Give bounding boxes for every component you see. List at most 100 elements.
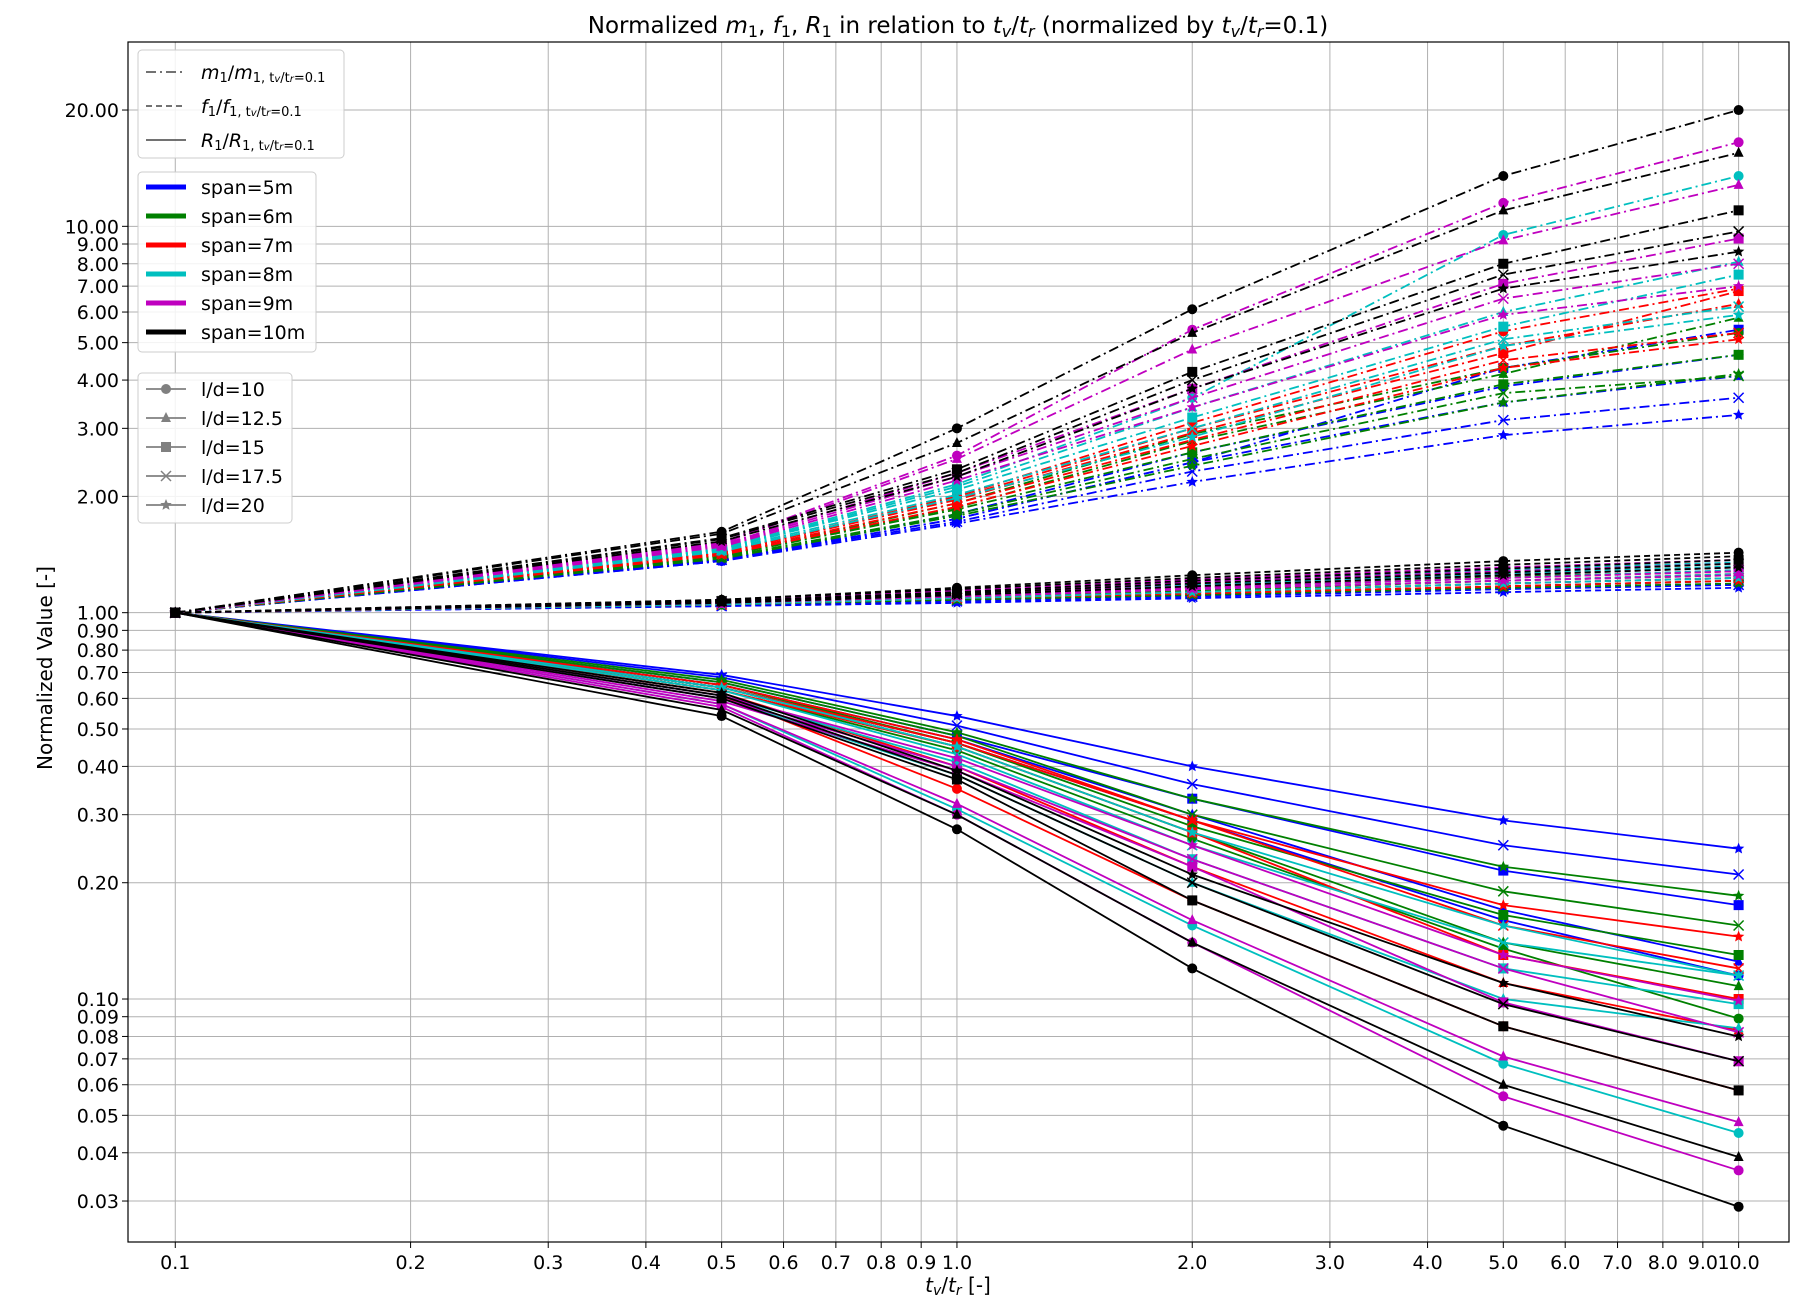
legend: m1/m1, tv/tr=0.1 f1/f1, tv/tr=0.1 R1/R1, t… bbox=[137, 49, 345, 524]
marker-square bbox=[1733, 1085, 1744, 1096]
marker-star bbox=[1186, 475, 1198, 487]
legend-item: span=6m bbox=[146, 206, 293, 228]
series-line bbox=[175, 151, 1739, 614]
marker-star bbox=[715, 686, 728, 698]
series-line bbox=[175, 611, 1739, 938]
marker-star bbox=[1497, 308, 1510, 320]
marker-star bbox=[951, 517, 963, 529]
legend-frame bbox=[137, 49, 345, 159]
marker-square bbox=[951, 464, 962, 475]
y-tick-label: 0.04 bbox=[77, 1143, 119, 1165]
chart-title: Normalized m1, f1, R1 in relation to tv/… bbox=[588, 13, 1328, 41]
marker-square bbox=[951, 757, 962, 768]
marker-star bbox=[951, 733, 963, 745]
marker-star bbox=[1497, 282, 1510, 294]
marker-circle bbox=[161, 384, 171, 394]
marker-star bbox=[1186, 826, 1198, 838]
marker-triangle bbox=[1498, 1050, 1509, 1061]
marker-circle bbox=[1733, 1201, 1744, 1212]
series-line bbox=[175, 285, 1739, 614]
marker-triangle bbox=[161, 412, 171, 422]
legend-label: span=5m bbox=[201, 177, 293, 199]
legend-item: span=5m bbox=[146, 177, 293, 199]
marker-star bbox=[1732, 581, 1745, 593]
legend-item: span=10m bbox=[146, 322, 305, 344]
series-span-9m-m-ld4 bbox=[169, 280, 1745, 618]
marker-x bbox=[1733, 258, 1745, 270]
legend-label: span=7m bbox=[201, 235, 293, 257]
legend-box-3: l/d=10 l/d=12.5 l/d=15 l/d=17.5 l/d=20 bbox=[137, 372, 293, 524]
y-tick-label: 3.00 bbox=[77, 418, 119, 440]
marker-star bbox=[1186, 792, 1198, 804]
marker-square bbox=[1498, 865, 1509, 876]
legend-item: l/d=15 bbox=[146, 437, 265, 459]
legend-label: span=8m bbox=[201, 264, 293, 286]
marker-square bbox=[1498, 997, 1509, 1008]
x-tick-label: 10.0 bbox=[1717, 1252, 1759, 1274]
marker-triangle bbox=[1187, 914, 1198, 925]
y-tick-label: 8.00 bbox=[77, 254, 119, 276]
x-tick-label: 9.0 bbox=[1688, 1252, 1718, 1274]
marker-square bbox=[1733, 349, 1744, 360]
marker-triangle bbox=[951, 452, 962, 463]
legend-item: span=7m bbox=[146, 235, 293, 257]
y-tick-label: 0.60 bbox=[77, 688, 119, 710]
legend-item: R1/R1, tv/tr=0.1 bbox=[146, 130, 315, 154]
marker-circle bbox=[1733, 1165, 1744, 1176]
marker-star bbox=[1497, 899, 1510, 910]
marker-square bbox=[1733, 233, 1744, 244]
marker-square bbox=[1498, 563, 1509, 574]
marker-triangle bbox=[1498, 234, 1509, 245]
marker-square bbox=[1187, 447, 1198, 458]
marker-square bbox=[161, 442, 171, 452]
y-tick-label: 0.50 bbox=[77, 719, 119, 741]
marker-x bbox=[1733, 301, 1745, 313]
y-tick-label: 4.00 bbox=[77, 370, 119, 392]
marker-triangle bbox=[1498, 1078, 1509, 1089]
marker-star bbox=[1497, 361, 1510, 373]
series-line bbox=[175, 250, 1739, 614]
marker-x bbox=[160, 470, 172, 482]
series-line bbox=[175, 273, 1739, 614]
marker-circle bbox=[951, 824, 962, 835]
series-line bbox=[175, 375, 1739, 614]
marker-star bbox=[1732, 889, 1745, 901]
marker-star bbox=[1186, 459, 1198, 471]
marker-circle bbox=[1733, 1127, 1744, 1138]
y-tick-label: 6.00 bbox=[77, 302, 119, 324]
marker-triangle bbox=[1733, 178, 1744, 189]
marker-star bbox=[715, 552, 728, 564]
marker-star bbox=[951, 589, 963, 601]
marker-x bbox=[1733, 1055, 1745, 1067]
marker-star bbox=[715, 549, 728, 560]
marker-square bbox=[1733, 554, 1744, 565]
x-tick-label: 1.0 bbox=[942, 1252, 972, 1274]
x-tick-label: 0.1 bbox=[160, 1252, 190, 1274]
legend-item: l/d=17.5 bbox=[146, 466, 283, 488]
marker-x bbox=[1186, 422, 1198, 434]
y-tick-label: 0.03 bbox=[77, 1191, 119, 1213]
marker-square bbox=[1733, 999, 1744, 1010]
marker-star bbox=[1186, 401, 1198, 413]
legend-item: l/d=12.5 bbox=[146, 408, 283, 430]
marker-x bbox=[1186, 453, 1198, 465]
marker-square bbox=[1498, 1021, 1509, 1032]
marker-star bbox=[1186, 382, 1198, 394]
series-line bbox=[175, 353, 1739, 614]
y-tick-label: 10.00 bbox=[65, 216, 119, 238]
y-tick-label: 0.07 bbox=[77, 1049, 119, 1071]
series-line bbox=[175, 611, 1739, 977]
marker-x bbox=[951, 720, 963, 732]
legend-item: f1/f1, tv/tr=0.1 bbox=[146, 96, 302, 120]
marker-x bbox=[1186, 465, 1198, 478]
legend-label: span=6m bbox=[201, 206, 293, 228]
plot-frame bbox=[127, 41, 1790, 1243]
series-line bbox=[175, 141, 1739, 614]
marker-star bbox=[1497, 977, 1510, 988]
marker-star bbox=[1732, 1030, 1745, 1042]
marker-triangle bbox=[1187, 343, 1198, 354]
marker-square bbox=[1187, 895, 1198, 906]
marker-star bbox=[951, 474, 963, 486]
legend-label: l/d=15 bbox=[201, 437, 265, 459]
series-line bbox=[175, 353, 1739, 614]
